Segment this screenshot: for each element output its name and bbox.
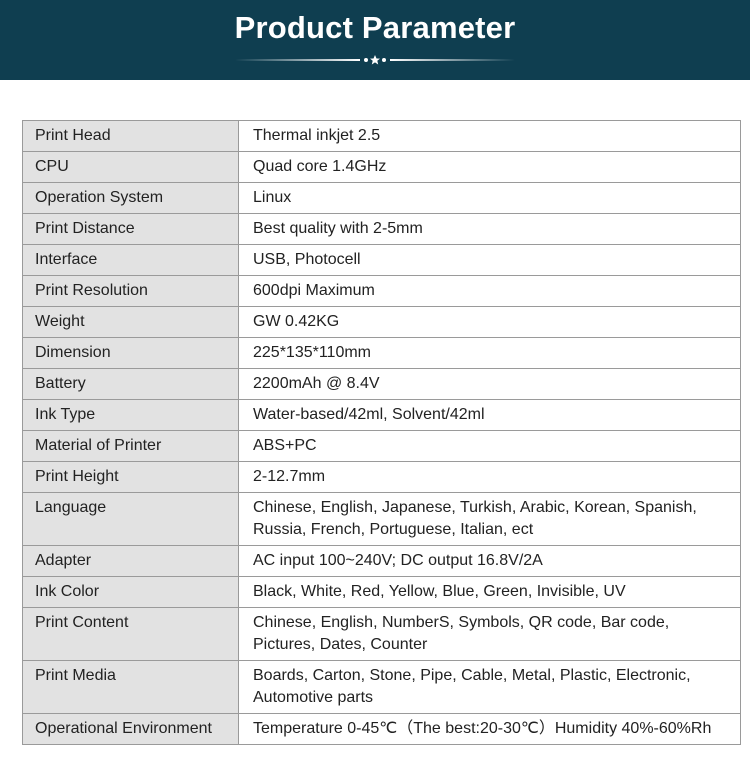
parameter-value: Thermal inkjet 2.5 xyxy=(238,120,741,152)
parameter-label: Language xyxy=(22,492,239,546)
table-row: Ink Color Black, White, Red, Yellow, Blue… xyxy=(22,576,741,608)
table-row: Print Head Thermal inkjet 2.5 xyxy=(22,120,741,152)
parameter-label: Weight xyxy=(22,306,239,338)
parameter-label: Print Head xyxy=(22,120,239,152)
parameter-label: Print Distance xyxy=(22,213,239,245)
parameter-label: CPU xyxy=(22,151,239,183)
parameter-value: 2-12.7mm xyxy=(238,461,741,493)
parameter-label: Adapter xyxy=(22,545,239,577)
table-row: Battery 2200mAh @ 8.4V xyxy=(22,368,741,400)
parameter-label: Print Height xyxy=(22,461,239,493)
table-row: Print Distance Best quality with 2-5mm xyxy=(22,213,741,245)
parameter-label: Dimension xyxy=(22,337,239,369)
table-row: Operation System Linux xyxy=(22,182,741,214)
parameter-label: Battery xyxy=(22,368,239,400)
header-banner: Product Parameter xyxy=(0,0,750,80)
parameter-value: GW 0.42KG xyxy=(238,306,741,338)
table-row: Operational Environment Temperature 0-45℃… xyxy=(22,713,741,745)
table-row: Weight GW 0.42KG xyxy=(22,306,741,338)
parameter-value: Water-based/42ml, Solvent/42ml xyxy=(238,399,741,431)
parameter-value: Chinese, English, NumberS, Symbols, QR c… xyxy=(238,607,741,661)
table-row: Print Content Chinese, English, NumberS, … xyxy=(22,607,741,661)
parameter-value: Linux xyxy=(238,182,741,214)
parameter-value: USB, Photocell xyxy=(238,244,741,276)
parameter-value: Black, White, Red, Yellow, Blue, Green, … xyxy=(238,576,741,608)
table-row: Interface USB, Photocell xyxy=(22,244,741,276)
table-row: Print Height 2-12.7mm xyxy=(22,461,741,493)
parameter-value: Best quality with 2-5mm xyxy=(238,213,741,245)
parameter-label: Operational Environment xyxy=(22,713,239,745)
star-divider-icon xyxy=(235,55,515,65)
parameter-label: Print Content xyxy=(22,607,239,661)
parameter-label: Print Media xyxy=(22,660,239,714)
parameter-value: Chinese, English, Japanese, Turkish, Ara… xyxy=(238,492,741,546)
parameter-value: 2200mAh @ 8.4V xyxy=(238,368,741,400)
page-title: Product Parameter xyxy=(234,10,516,45)
parameter-value: AC input 100~240V; DC output 16.8V/2A xyxy=(238,545,741,577)
parameter-value: ABS+PC xyxy=(238,430,741,462)
table-row: Material of Printer ABS+PC xyxy=(22,430,741,462)
parameter-label: Print Resolution xyxy=(22,275,239,307)
table-row: Print Media Boards, Carton, Stone, Pipe, … xyxy=(22,660,741,714)
table-row: Language Chinese, English, Japanese, Turk… xyxy=(22,492,741,546)
parameter-value: 225*135*110mm xyxy=(238,337,741,369)
table-row: CPU Quad core 1.4GHz xyxy=(22,151,741,183)
parameter-label: Ink Type xyxy=(22,399,239,431)
table-row: Print Resolution 600dpi Maximum xyxy=(22,275,741,307)
parameter-label: Interface xyxy=(22,244,239,276)
parameter-value: Quad core 1.4GHz xyxy=(238,151,741,183)
parameter-label: Ink Color xyxy=(22,576,239,608)
table-row: Adapter AC input 100~240V; DC output 16.8… xyxy=(22,545,741,577)
parameter-label: Operation System xyxy=(22,182,239,214)
parameter-value: 600dpi Maximum xyxy=(238,275,741,307)
table-row: Dimension 225*135*110mm xyxy=(22,337,741,369)
parameter-table: Print Head Thermal inkjet 2.5 CPU Quad core… xyxy=(22,120,741,745)
parameter-label: Material of Printer xyxy=(22,430,239,462)
table-row: Ink Type Water-based/42ml, Solvent/42ml xyxy=(22,399,741,431)
parameter-value: Temperature 0-45℃（The best:20-30℃）Humidi… xyxy=(238,713,741,745)
parameter-value: Boards, Carton, Stone, Pipe, Cable, Meta… xyxy=(238,660,741,714)
